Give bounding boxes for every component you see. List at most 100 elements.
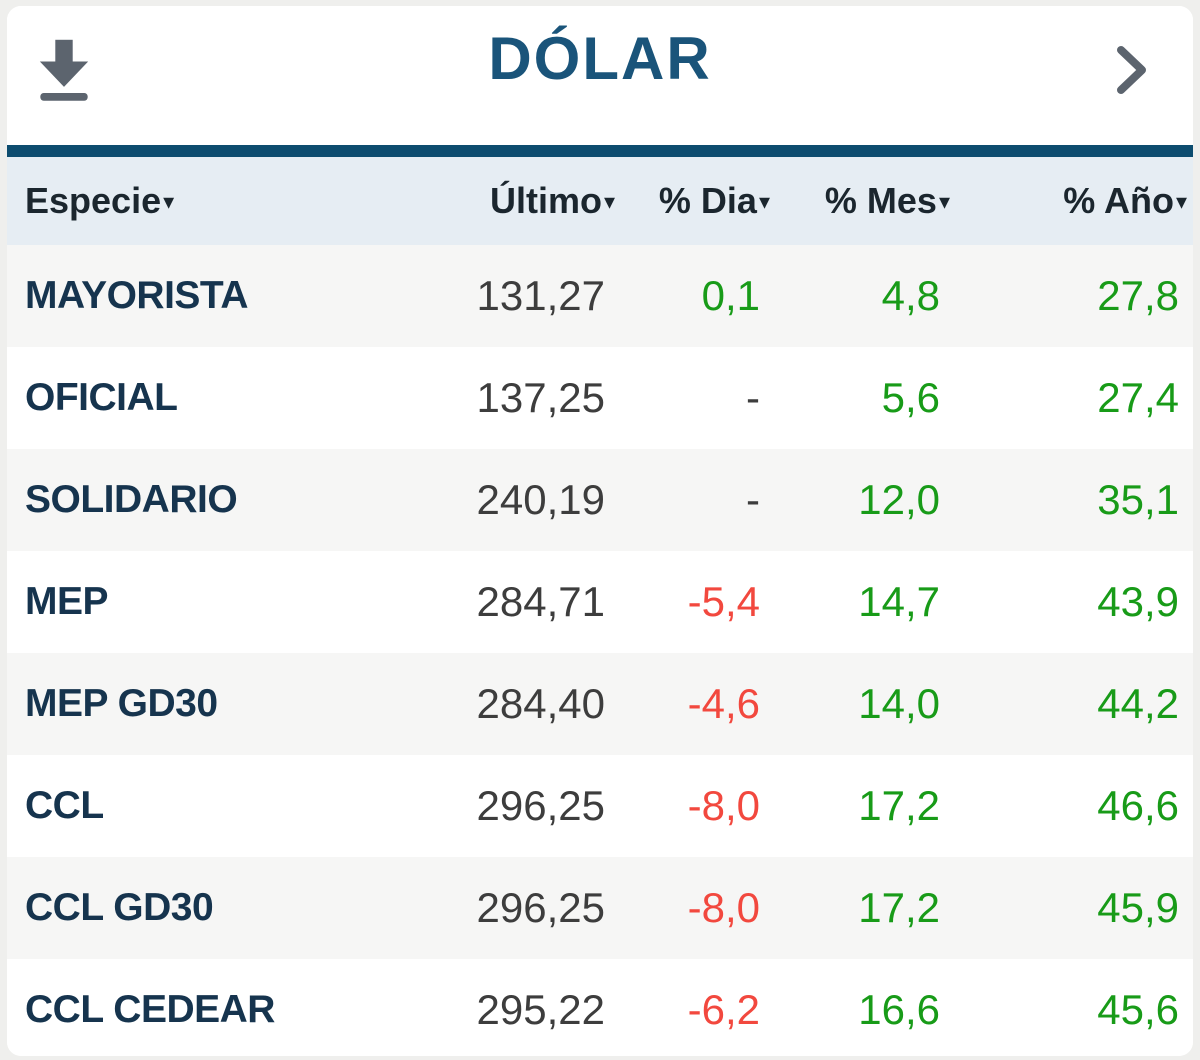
pct-dia-cell: 0,1 [615,245,770,347]
chevron-right-icon [1117,45,1146,94]
sort-desc-icon: ▾ [1175,189,1187,214]
pct-mes-value: 5,6 [881,374,940,421]
column-header-pct-ano[interactable]: % Año▾ [950,157,1193,245]
especie-label: CCL [25,784,104,827]
download-button[interactable] [35,37,93,103]
sort-desc-icon: ▾ [758,189,770,214]
column-header-especie[interactable]: Especie▾ [7,157,437,245]
pct-mes-cell: 14,0 [770,653,950,755]
pct-ano-value: 46,6 [1097,782,1179,829]
especie-label: OFICIAL [25,376,178,419]
column-label-pct-ano: % Año [1063,180,1174,221]
pct-dia-cell: -4,6 [615,653,770,755]
pct-mes-value: 17,2 [858,782,940,829]
table-body: MAYORISTA 131,27 0,1 4,8 27,8 OFICIAL 13… [7,245,1193,1056]
especie-label: CCL CEDEAR [25,988,275,1031]
ultimo-cell: 296,25 [437,755,615,857]
pct-ano-cell: 46,6 [950,755,1193,857]
especie-label: MEP GD30 [25,682,218,725]
widget-title: DÓLAR [488,25,712,92]
pct-mes-value: 4,8 [881,272,940,319]
divider-bar [7,145,1193,157]
pct-ano-value: 27,4 [1097,374,1179,421]
pct-ano-value: 27,8 [1097,272,1179,319]
pct-mes-cell: 17,2 [770,755,950,857]
pct-dia-value: -8,0 [687,782,760,829]
pct-dia-value: - [746,374,760,421]
table-row[interactable]: CCL GD30 296,25 -8,0 17,2 45,9 [7,857,1193,959]
pct-ano-value: 43,9 [1097,578,1179,625]
ultimo-cell: 240,19 [437,449,615,551]
ultimo-cell: 296,25 [437,857,615,959]
pct-mes-cell: 14,7 [770,551,950,653]
pct-ano-cell: 35,1 [950,449,1193,551]
pct-ano-cell: 44,2 [950,653,1193,755]
pct-dia-value: -6,2 [687,986,760,1033]
ultimo-value: 295,22 [476,986,605,1033]
widget-header: DÓLAR [7,6,1193,145]
pct-ano-cell: 43,9 [950,551,1193,653]
especie-label: MEP [25,580,109,623]
pct-ano-cell: 27,4 [950,347,1193,449]
pct-dia-cell: -8,0 [615,755,770,857]
table-header-row: Especie▾ Último▾ % Dia▾ % Mes▾ % Año▾ [7,157,1193,245]
table-row[interactable]: MAYORISTA 131,27 0,1 4,8 27,8 [7,245,1193,347]
column-label-pct-mes: % Mes [824,180,937,221]
pct-ano-cell: 27,8 [950,245,1193,347]
pct-mes-cell: 5,6 [770,347,950,449]
table-row[interactable]: CCL CEDEAR 295,22 -6,2 16,6 45,6 [7,959,1193,1056]
table-row[interactable]: MEP GD30 284,40 -4,6 14,0 44,2 [7,653,1193,755]
ultimo-value: 296,25 [476,782,605,829]
table-row[interactable]: CCL 296,25 -8,0 17,2 46,6 [7,755,1193,857]
ultimo-cell: 137,25 [437,347,615,449]
especie-cell: MEP [7,551,437,653]
pct-mes-cell: 12,0 [770,449,950,551]
dolar-widget-card: DÓLAR Especie▾ Último▾ % Dia▾ % Mes▾ % A… [7,6,1193,1056]
pct-ano-value: 45,9 [1097,884,1179,931]
pct-dia-value: -4,6 [687,680,760,727]
sort-desc-icon: ▾ [163,189,175,214]
table-row[interactable]: SOLIDARIO 240,19 - 12,0 35,1 [7,449,1193,551]
column-label-pct-dia: % Dia [658,180,757,221]
pct-dia-cell: - [615,347,770,449]
column-header-pct-dia[interactable]: % Dia▾ [615,157,770,245]
ultimo-value: 284,40 [476,680,605,727]
pct-ano-value: 44,2 [1097,680,1179,727]
sort-desc-icon: ▾ [938,189,950,214]
especie-cell: MEP GD30 [7,653,437,755]
ultimo-value: 240,19 [476,476,605,523]
especie-cell: MAYORISTA [7,245,437,347]
pct-dia-value: - [746,476,760,523]
pct-dia-cell: -5,4 [615,551,770,653]
especie-cell: CCL [7,755,437,857]
pct-ano-value: 45,6 [1097,986,1179,1033]
pct-mes-value: 12,0 [858,476,940,523]
especie-cell: OFICIAL [7,347,437,449]
column-label-ultimo: Último [489,180,602,221]
dolar-rates-table: Especie▾ Último▾ % Dia▾ % Mes▾ % Año▾ MA… [7,157,1193,1056]
ultimo-cell: 131,27 [437,245,615,347]
pct-ano-cell: 45,9 [950,857,1193,959]
next-button[interactable] [1115,45,1149,95]
pct-ano-value: 35,1 [1097,476,1179,523]
sort-desc-icon: ▾ [603,189,615,214]
especie-cell: SOLIDARIO [7,449,437,551]
pct-mes-value: 14,0 [858,680,940,727]
pct-mes-cell: 17,2 [770,857,950,959]
especie-cell: CCL CEDEAR [7,959,437,1056]
pct-mes-value: 16,6 [858,986,940,1033]
table-row[interactable]: OFICIAL 137,25 - 5,6 27,4 [7,347,1193,449]
column-header-ultimo[interactable]: Último▾ [437,157,615,245]
pct-dia-cell: - [615,449,770,551]
pct-ano-cell: 45,6 [950,959,1193,1056]
column-header-pct-mes[interactable]: % Mes▾ [770,157,950,245]
pct-mes-cell: 4,8 [770,245,950,347]
pct-dia-value: -8,0 [687,884,760,931]
table-row[interactable]: MEP 284,71 -5,4 14,7 43,9 [7,551,1193,653]
column-label-especie: Especie [25,180,162,221]
especie-label: CCL GD30 [25,886,214,929]
ultimo-value: 137,25 [476,374,605,421]
download-icon [39,39,89,101]
ultimo-value: 284,71 [476,578,605,625]
pct-mes-cell: 16,6 [770,959,950,1056]
